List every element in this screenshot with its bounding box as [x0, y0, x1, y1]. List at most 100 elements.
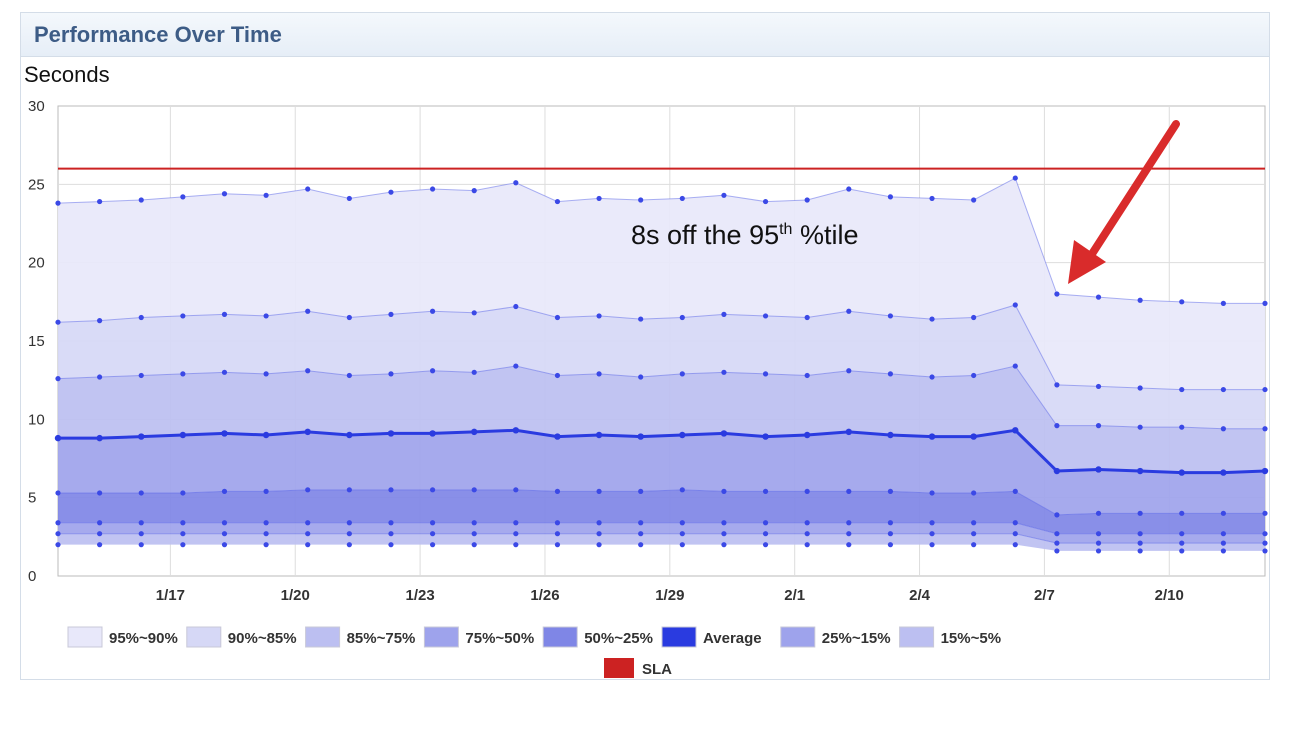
- data-point: [138, 531, 144, 537]
- data-point: [180, 490, 186, 496]
- legend-label: SLA: [642, 661, 672, 678]
- data-point: [679, 314, 685, 321]
- data-point: [679, 371, 685, 377]
- average-point: [179, 431, 187, 439]
- data-point: [971, 520, 977, 526]
- legend-swatch: [899, 626, 935, 648]
- data-point: [180, 371, 186, 377]
- data-point: [180, 194, 186, 200]
- data-point: [138, 520, 144, 526]
- data-point: [471, 542, 477, 548]
- data-point: [596, 531, 602, 537]
- data-point: [513, 542, 519, 548]
- average-point: [595, 431, 603, 439]
- band-25%~15%: [58, 522, 1265, 544]
- data-point: [762, 313, 769, 319]
- data-point: [263, 542, 269, 548]
- data-point: [429, 186, 436, 192]
- data-point: [554, 314, 561, 321]
- legend-swatch: [542, 626, 578, 648]
- legend-label: 75%~50%: [465, 630, 534, 647]
- average-point: [1053, 467, 1061, 475]
- average-point: [1261, 467, 1269, 475]
- legend-label: 25%~15%: [822, 630, 891, 647]
- band-90%~85%: [58, 304, 1265, 429]
- data-point: [221, 191, 228, 197]
- data-point: [1012, 542, 1018, 548]
- data-point: [429, 531, 436, 537]
- data-point: [1262, 300, 1268, 306]
- data-point: [887, 542, 894, 548]
- data-point: [1137, 385, 1143, 391]
- data-point: [887, 531, 894, 537]
- legend-swatch: [67, 626, 103, 648]
- y-axis-label: Seconds: [24, 62, 110, 87]
- average-point: [928, 433, 936, 440]
- data-point: [971, 542, 977, 548]
- x-tick-label: 1/17: [156, 587, 185, 604]
- data-point: [638, 316, 644, 322]
- data-point: [471, 520, 477, 526]
- data-point: [429, 487, 436, 493]
- data-point: [846, 488, 852, 494]
- data-point: [388, 542, 394, 548]
- average-point: [429, 430, 436, 437]
- x-tick-label: 2/1: [784, 587, 805, 604]
- data-point: [1220, 386, 1226, 393]
- data-point: [596, 542, 602, 548]
- data-point: [1179, 299, 1185, 305]
- data-point: [1262, 386, 1268, 393]
- data-point: [971, 372, 977, 379]
- average-point: [512, 427, 520, 434]
- data-point: [554, 488, 561, 494]
- average-point: [1136, 467, 1144, 475]
- panel-title: Performance Over Time: [34, 22, 282, 47]
- data-point: [1054, 512, 1060, 518]
- data-point: [1095, 383, 1102, 390]
- data-point: [513, 363, 519, 369]
- data-point: [1137, 297, 1143, 303]
- data-point: [138, 372, 144, 379]
- data-point: [804, 372, 810, 379]
- data-point: [1262, 548, 1268, 554]
- data-point: [180, 542, 186, 548]
- band-15%~5%: [58, 533, 1265, 551]
- average-point: [387, 430, 395, 437]
- data-point: [887, 520, 894, 526]
- data-point: [1262, 540, 1268, 546]
- data-point: [55, 319, 61, 325]
- data-point: [846, 542, 852, 548]
- x-tick-label: 1/29: [655, 587, 684, 604]
- average-point: [887, 431, 894, 439]
- data-point: [638, 197, 644, 203]
- data-point: [638, 488, 644, 494]
- series-line-average: [58, 428, 1266, 475]
- data-point: [429, 542, 436, 548]
- data-point: [638, 542, 644, 548]
- data-point: [1054, 548, 1060, 554]
- data-point: [221, 520, 228, 526]
- data-point: [1012, 488, 1018, 494]
- data-point: [513, 303, 519, 310]
- band-edge-line: [57, 177, 1265, 304]
- average-point: [762, 433, 769, 440]
- data-point: [1012, 520, 1018, 526]
- data-point: [55, 200, 61, 206]
- data-point: [138, 314, 144, 321]
- data-point: [180, 313, 186, 319]
- data-point: [846, 308, 852, 314]
- y-tick-label: 30: [28, 98, 45, 115]
- data-point: [679, 195, 685, 202]
- legend-label: 50%~25%: [584, 630, 653, 647]
- average-point: [845, 428, 852, 436]
- average-point: [803, 431, 811, 439]
- data-point: [721, 531, 727, 537]
- average-point: [471, 428, 478, 436]
- data-point: [388, 371, 394, 377]
- data-point: [638, 531, 644, 537]
- band-edge-line: [58, 533, 1265, 544]
- data-point: [721, 542, 727, 548]
- data-point: [1012, 175, 1018, 181]
- panel-header: Performance Over Time: [21, 13, 1269, 57]
- data-point: [388, 531, 394, 537]
